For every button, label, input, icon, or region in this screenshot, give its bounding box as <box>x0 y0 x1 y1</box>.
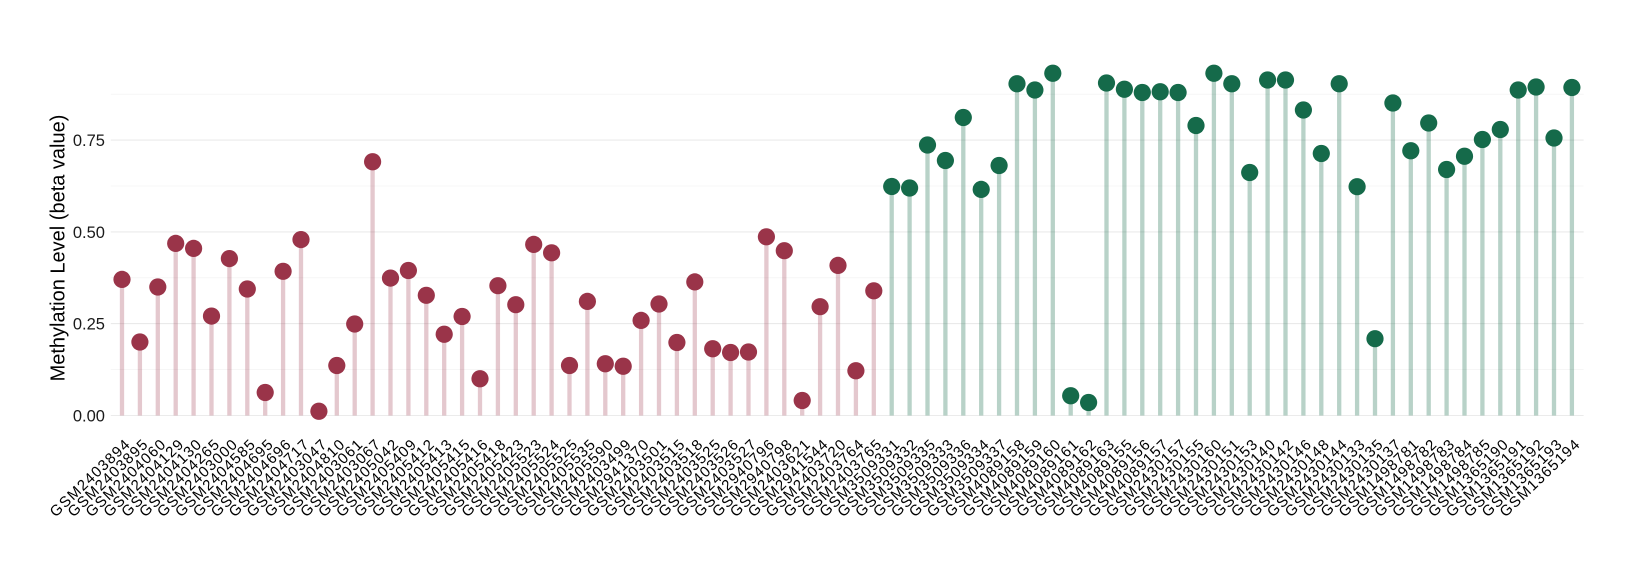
svg-text:0.50: 0.50 <box>73 224 105 242</box>
svg-text:Methylation Level (beta value): Methylation Level (beta value) <box>48 115 70 382</box>
svg-text:0.00: 0.00 <box>73 407 105 425</box>
svg-text:0.25: 0.25 <box>73 316 105 334</box>
svg-text:0.75: 0.75 <box>73 132 105 150</box>
